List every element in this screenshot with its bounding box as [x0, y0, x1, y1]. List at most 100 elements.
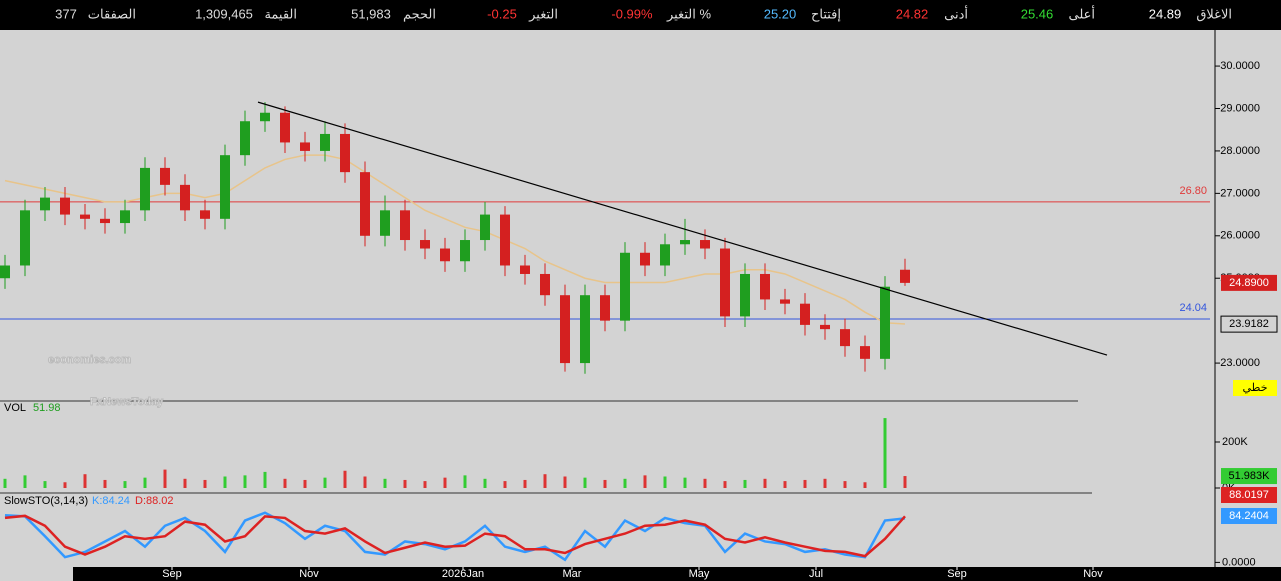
scale-mode-label: خطي: [1243, 382, 1268, 394]
legend-entry: D:88.02: [135, 495, 174, 507]
candle-body: [240, 121, 250, 156]
scale-mode-box: [1233, 380, 1277, 396]
candle-body: [440, 248, 450, 262]
candle-body: [260, 112, 270, 122]
last-price-label: 24.8900: [1229, 277, 1269, 289]
header-label: الصفقات: [88, 6, 136, 21]
candle-body: [460, 240, 470, 262]
volume-bar: [223, 476, 227, 488]
candle-body: [660, 244, 670, 266]
y-tick-label: 27.0000: [1220, 187, 1260, 199]
candle-body: [860, 346, 870, 359]
volume-bar: [783, 481, 787, 488]
candle-body: [480, 214, 490, 241]
volume-bar: [603, 479, 607, 488]
legend-entry: K:84.24: [92, 495, 130, 507]
time-axis-bar: [73, 567, 1281, 581]
volume-bar: [83, 474, 87, 488]
candle-body: [420, 240, 430, 249]
candle-body: [120, 210, 130, 224]
volume-bar: [203, 479, 207, 488]
candle-body: [640, 252, 650, 266]
volume-bar: [303, 479, 307, 488]
header-value: 24.82: [896, 6, 929, 21]
candle-body: [360, 172, 370, 236]
last-volume-box: [1221, 468, 1277, 485]
volume-bar: [723, 481, 727, 488]
candle-body: [500, 214, 510, 266]
volume-bar: [123, 481, 127, 488]
candle-body: [720, 248, 730, 317]
candle-body: [780, 299, 790, 304]
y-tick-label: 0.0000: [1222, 556, 1256, 568]
header-label: الاغلاق: [1196, 6, 1232, 21]
volume-bar: [543, 474, 547, 488]
volume-bar: [463, 475, 467, 488]
header-value: 1,309,465: [195, 6, 253, 21]
candle-body: [180, 184, 190, 211]
volume-bar: [363, 476, 367, 488]
header-bar: [0, 0, 1281, 30]
horizontal-line-label: 26.80: [1179, 185, 1207, 197]
volume-bar: [63, 482, 67, 488]
last-value-box: [1221, 487, 1277, 503]
x-tick-label: Nov: [299, 568, 319, 580]
candle-body: [320, 133, 330, 151]
header-label: التغير %: [666, 6, 711, 22]
x-tick-label: 2026Jan: [442, 568, 484, 580]
candle-body: [840, 329, 850, 347]
ma-value-box: [1220, 315, 1278, 333]
volume-bar: [823, 478, 827, 488]
x-tick-label: Sep: [947, 568, 967, 580]
candle-body: [280, 112, 290, 143]
candle-body: [220, 155, 230, 219]
volume-bar: [903, 476, 907, 488]
candle-body: [80, 214, 90, 219]
candle-body: [40, 197, 50, 211]
header-label: القيمة: [264, 6, 297, 21]
y-tick-label: 26.0000: [1220, 230, 1260, 242]
y-tick-label: 28.0000: [1220, 145, 1260, 157]
candle-body: [200, 210, 210, 219]
volume-bar: [703, 478, 707, 488]
volume-bar: [323, 477, 327, 488]
volume-bar: [483, 478, 487, 488]
last-value-label: 84.2404: [1229, 510, 1269, 522]
watermark-text: FxNewsToday: [90, 396, 164, 408]
volume-bar: [743, 479, 747, 488]
candle-body: [740, 273, 750, 317]
last-volume-label: 51.983K: [1229, 470, 1271, 482]
last-value-box: [1221, 508, 1277, 524]
x-tick-label: Nov: [1083, 568, 1103, 580]
volume-bar: [103, 479, 107, 488]
header-value: -0.25: [487, 6, 517, 21]
horizontal-line-label: 24.04: [1179, 302, 1207, 314]
volume-bar: [843, 481, 847, 488]
last-price-box: [1221, 274, 1277, 291]
volume-bar: [383, 478, 387, 488]
candle-body: [900, 269, 910, 283]
panel-title: SlowSTO(3,14,3): [4, 495, 88, 507]
candle-body: [160, 167, 170, 185]
candle-body: [800, 303, 810, 325]
volume-bar: [883, 418, 887, 488]
candle-body: [400, 210, 410, 241]
candle-body: [60, 197, 70, 215]
candle-body: [380, 210, 390, 236]
volume-bar: [143, 477, 147, 488]
volume-bar: [763, 478, 767, 488]
candle-body: [700, 240, 710, 249]
watermark: economies.com FxNewsToday: [48, 353, 165, 408]
candle-body: [620, 252, 630, 321]
candle-body: [880, 286, 890, 359]
volume-bar: [283, 478, 287, 488]
y-tick-label: 200K: [1222, 436, 1248, 448]
volume-bar: [263, 471, 267, 488]
oscillator-line: [4, 514, 906, 558]
panel-title: VOL: [4, 402, 26, 414]
volume-bar: [803, 479, 807, 488]
header-value: 25.46: [1021, 6, 1054, 21]
candle-body: [20, 210, 30, 266]
candle-body: [300, 142, 310, 151]
